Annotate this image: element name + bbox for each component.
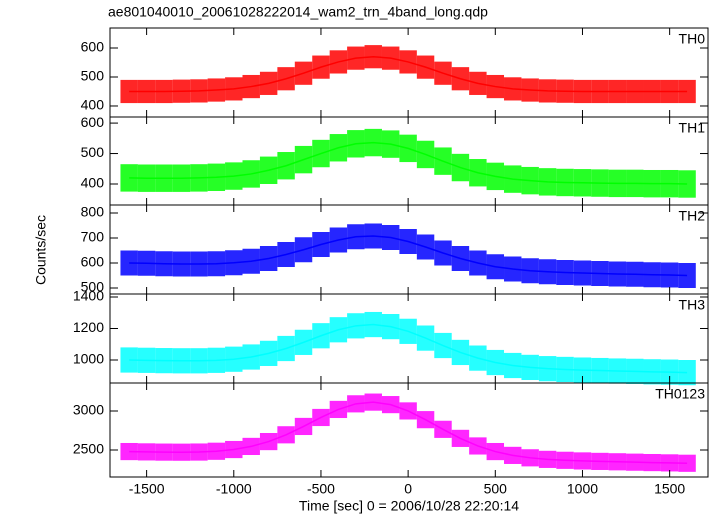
data-line (129, 235, 688, 277)
y-tick-label: 500 (81, 279, 105, 295)
x-tick-label: 500 (484, 481, 508, 497)
panel-label: TH3 (679, 297, 706, 313)
x-axis-label: Time [sec] 0 = 2006/10/28 22:20:14 (299, 498, 519, 514)
data-line (129, 55, 688, 93)
y-tick-label: 400 (81, 175, 105, 191)
y-tick-label: 2500 (73, 441, 104, 457)
y-tick-label: 1400 (73, 288, 104, 304)
y-tick-label: 600 (81, 39, 105, 55)
panel-label: TH0 (679, 31, 706, 47)
x-tick-label: -500 (307, 481, 335, 497)
y-tick-label: 600 (81, 114, 105, 130)
panel-label: TH0123 (655, 386, 705, 402)
y-tick-label: 400 (81, 97, 105, 113)
y-tick-label: 500 (81, 144, 105, 160)
x-tick-label: 1500 (654, 481, 685, 497)
panel-label: TH1 (679, 120, 706, 136)
y-tick-label: 600 (81, 254, 105, 270)
x-tick-label: -1500 (129, 481, 165, 497)
data-line (129, 141, 688, 185)
error-band (678, 454, 696, 472)
y-tick-label: 500 (81, 68, 105, 84)
y-tick-label: 1200 (73, 319, 104, 335)
y-tick-label: 700 (81, 229, 105, 245)
panel-frame (109, 382, 709, 478)
x-tick-label: 0 (404, 481, 412, 497)
data-line (129, 323, 688, 374)
y-axis-label: Counts/sec (33, 215, 49, 285)
y-tick-label: 800 (81, 204, 105, 220)
panel-label: TH2 (679, 208, 706, 224)
error-band (120, 442, 138, 461)
x-tick-label: 1000 (567, 481, 598, 497)
y-tick-label: 3000 (73, 402, 104, 418)
x-tick-label: -1000 (216, 481, 252, 497)
chart-title: ae801040010_20061028222014_wam2_trn_4ban… (108, 4, 488, 20)
y-tick-label: 1000 (73, 351, 104, 367)
data-line (129, 401, 688, 465)
